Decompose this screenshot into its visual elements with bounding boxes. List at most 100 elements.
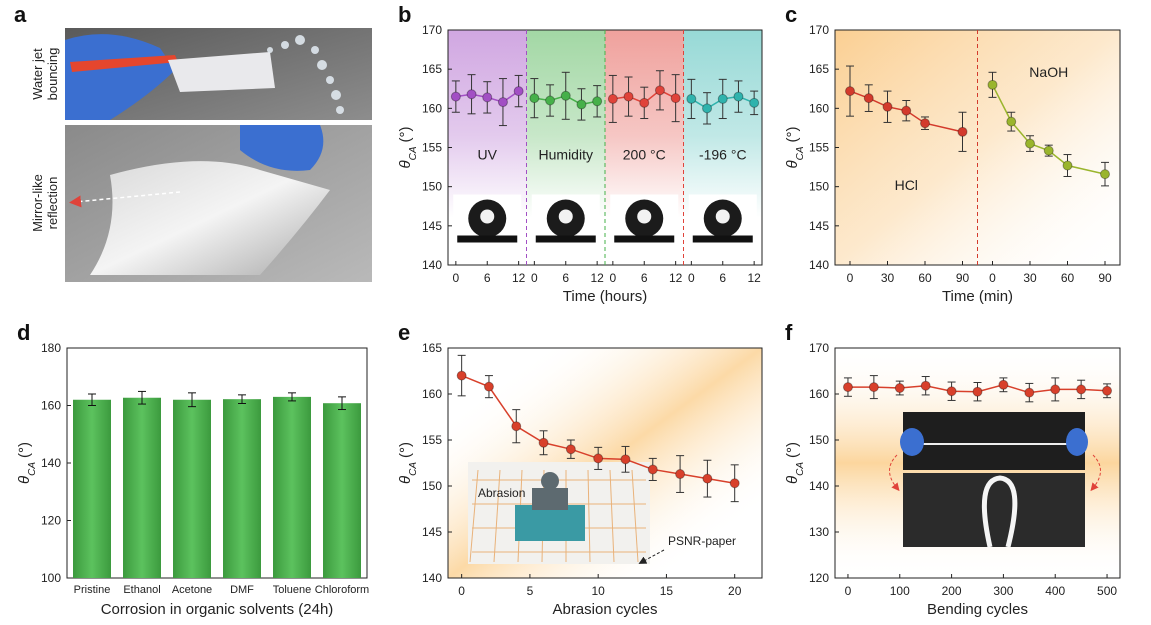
y-tick-label: 100 <box>41 571 61 585</box>
substrate <box>614 235 675 243</box>
y-tick-label: 150 <box>809 433 829 447</box>
y-label-symbol: θ <box>16 476 33 484</box>
x-axis-label: Corrosion in organic solvents (24h) <box>101 601 334 618</box>
data-point <box>1062 160 1073 171</box>
x-tick-label: 0 <box>458 584 465 598</box>
y-tick-label: 170 <box>809 341 829 355</box>
data-point <box>647 464 658 475</box>
x-tick-label: 10 <box>591 584 605 598</box>
substrate <box>692 235 753 243</box>
droplet-highlight <box>637 209 652 224</box>
photo-top <box>65 28 372 120</box>
data-point <box>987 79 998 90</box>
x-tick-label: 100 <box>890 584 910 598</box>
y-tick-label: 165 <box>422 341 442 355</box>
y-label-unit: (°) <box>784 442 801 458</box>
x-tick-label: 0 <box>453 271 460 285</box>
data-point <box>1025 138 1035 149</box>
panel-label: c <box>785 2 797 27</box>
y-label-unit: (°) <box>16 442 33 458</box>
y-label-symbol: θ <box>784 160 801 168</box>
bar <box>273 396 311 578</box>
data-point <box>560 90 571 101</box>
data-point <box>972 386 983 397</box>
data-point <box>497 97 508 108</box>
droplet-highlight <box>558 209 573 224</box>
inset-weight <box>532 488 568 510</box>
y-tick-label: 160 <box>422 101 442 115</box>
segment-label: UV <box>478 146 498 162</box>
x-axis-label: Abrasion cycles <box>552 601 657 618</box>
x-tick-label: 300 <box>993 584 1013 598</box>
y-tick-label: 145 <box>809 219 829 233</box>
y-tick-label: 150 <box>422 479 442 493</box>
data-point <box>845 86 855 97</box>
x-tick-label: 6 <box>484 271 491 285</box>
panel-label: a <box>14 2 27 27</box>
data-point <box>670 93 681 104</box>
y-tick-label: 160 <box>422 387 442 401</box>
x-tick-label: 12 <box>590 271 604 285</box>
data-point <box>607 93 618 104</box>
background-glow <box>835 30 1120 265</box>
x-tick-label: DMF <box>230 584 254 596</box>
data-point <box>920 118 930 129</box>
y-tick-label: 120 <box>41 514 61 528</box>
annotation: PSNR-paper <box>668 534 736 548</box>
y-tick-label: 150 <box>809 180 829 194</box>
x-tick-label: 60 <box>1061 271 1075 285</box>
inset-block <box>515 505 585 541</box>
y-tick-label: 145 <box>422 525 442 539</box>
y-axis-label: θCA (°) <box>397 126 419 168</box>
data-point <box>882 101 893 112</box>
y-axis-label: θCA (°) <box>16 442 38 484</box>
y-tick-label: 130 <box>809 525 829 539</box>
bar <box>73 399 111 578</box>
segment-label: NaOH <box>1029 64 1068 80</box>
inset-grid <box>469 469 479 563</box>
data-point <box>592 96 603 107</box>
substrate <box>535 235 596 243</box>
y-tick-label: 140 <box>809 258 829 272</box>
x-tick-label: Toluene <box>273 584 312 596</box>
droplet-highlight <box>480 209 495 224</box>
data-point <box>842 382 853 393</box>
x-axis-label: Time (hours) <box>563 288 647 305</box>
data-point <box>1050 384 1061 395</box>
x-tick-label: 500 <box>1097 584 1117 598</box>
data-point <box>863 93 874 104</box>
bar <box>123 397 161 578</box>
data-point <box>529 93 540 104</box>
data-point <box>466 89 477 100</box>
inset-grid <box>609 469 615 563</box>
segment-label: HCl <box>895 177 918 193</box>
x-tick-label: 400 <box>1045 584 1065 598</box>
data-point <box>733 91 744 102</box>
data-point <box>901 105 912 116</box>
y-tick-label: 140 <box>41 456 61 470</box>
data-point <box>1102 385 1113 396</box>
y-label-subscript: CA <box>795 462 806 476</box>
data-point <box>565 444 576 455</box>
y-label-subscript: CA <box>408 146 419 160</box>
bend-arrow <box>1090 454 1101 492</box>
photo-captions: Water jet bouncing Mirror-like reflectio… <box>30 48 60 232</box>
x-tick-label: 90 <box>1098 271 1112 285</box>
y-axis-label: θCA (°) <box>784 442 806 484</box>
caption: Water jet <box>30 48 45 100</box>
x-tick-label: 30 <box>881 271 895 285</box>
y-tick-label: 180 <box>41 341 61 355</box>
inset-grid <box>631 469 639 563</box>
inset-glove <box>900 428 924 456</box>
y-tick-label: 150 <box>422 180 442 194</box>
data-point <box>749 97 760 108</box>
y-tick-label: 120 <box>809 571 829 585</box>
data-point <box>1024 387 1035 398</box>
photo-bottom <box>65 125 372 282</box>
y-tick-label: 160 <box>809 387 829 401</box>
data-point <box>729 478 740 489</box>
annotation: Abrasion <box>478 486 525 500</box>
y-tick-label: 140 <box>809 479 829 493</box>
data-point <box>998 379 1009 390</box>
inset-grid <box>493 469 501 563</box>
